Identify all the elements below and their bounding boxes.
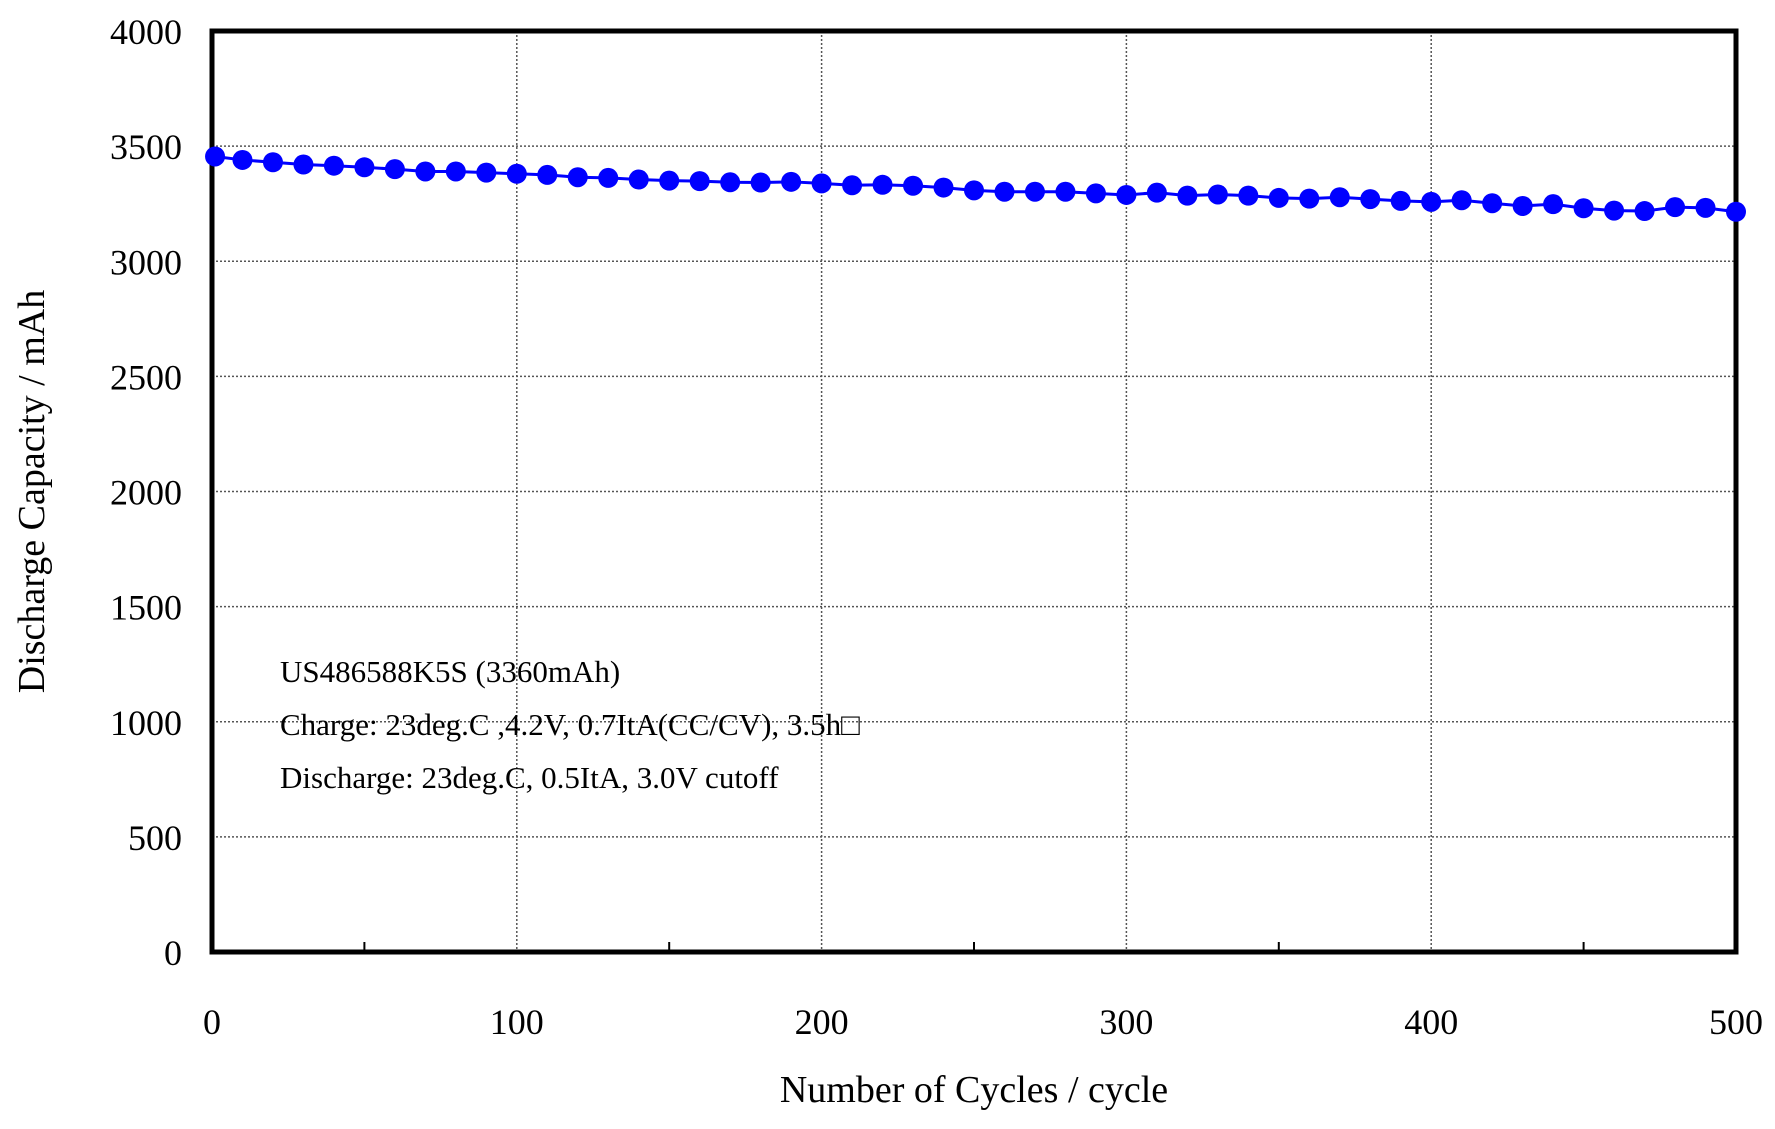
- data-point: [506, 163, 527, 184]
- data-point: [415, 161, 436, 182]
- data-point: [1268, 187, 1289, 208]
- data-point: [628, 169, 649, 190]
- data-point: [1604, 200, 1625, 221]
- y-tick-label: 0: [164, 933, 182, 973]
- x-axis-tick-labels: 0 100 200 300 400 500: [203, 1002, 1763, 1042]
- data-point: [1085, 183, 1106, 204]
- data-point: [659, 170, 680, 191]
- data-point: [811, 173, 832, 194]
- data-point: [1695, 197, 1716, 218]
- data-point: [1116, 184, 1137, 205]
- data-point: [476, 162, 497, 183]
- data-point: [964, 180, 984, 201]
- data-point: [293, 154, 314, 175]
- gridlines: [212, 31, 1736, 952]
- data-point: [1512, 195, 1533, 216]
- data-point: [1177, 185, 1198, 206]
- data-point: [1543, 194, 1564, 215]
- data-point: [689, 171, 710, 192]
- series-layer: [205, 146, 1746, 222]
- data-point: [720, 172, 741, 193]
- data-point: [1329, 187, 1350, 208]
- y-tick-label: 3000: [110, 242, 182, 282]
- data-point: [1451, 190, 1472, 211]
- annotation-line: Discharge: 23deg.C, 0.5ItA, 3.0V cutoff: [280, 760, 779, 795]
- data-point: [1024, 181, 1045, 202]
- y-tick-label: 1000: [110, 703, 182, 743]
- data-point: [1055, 181, 1076, 202]
- y-tick-label: 3500: [110, 127, 182, 167]
- data-point: [205, 146, 226, 167]
- data-point: [872, 174, 893, 195]
- data-point: [537, 164, 558, 185]
- data-point: [354, 157, 375, 178]
- y-axis-title: Discharge Capacity / mAh: [11, 290, 53, 693]
- y-tick-label: 2500: [110, 357, 182, 397]
- data-point: [232, 149, 253, 170]
- data-point: [1726, 201, 1746, 222]
- x-axis-title: Number of Cycles / cycle: [780, 1069, 1168, 1111]
- data-point: [1207, 184, 1228, 205]
- data-point: [1421, 191, 1442, 212]
- data-point: [781, 171, 802, 192]
- y-tick-label: 4000: [110, 12, 182, 52]
- data-point: [842, 175, 863, 196]
- x-tick-label: 400: [1404, 1002, 1458, 1042]
- y-tick-label: 2000: [110, 473, 182, 513]
- y-axis-tick-labels: 0 500 1000 1500 2000 2500 3000 3500 4000: [110, 12, 182, 973]
- data-point: [445, 161, 466, 182]
- data-point: [1665, 197, 1686, 218]
- data-point: [1573, 198, 1594, 219]
- data-point: [903, 175, 924, 196]
- data-point: [1390, 190, 1411, 211]
- data-point: [1634, 201, 1655, 222]
- x-tick-label: 200: [795, 1002, 849, 1042]
- annotation-line: US486588K5S (3360mAh): [280, 654, 620, 689]
- data-point: [1238, 185, 1259, 206]
- data-point: [323, 155, 344, 176]
- data-point: [1482, 193, 1503, 214]
- data-point: [1146, 182, 1167, 203]
- annotation-line: Charge: 23deg.C ,4.2V, 0.7ItA(CC/CV), 3.…: [280, 707, 860, 742]
- annotation-box: US486588K5S (3360mAh) Charge: 23deg.C ,4.…: [280, 654, 860, 795]
- data-point: [1299, 188, 1320, 209]
- data-point: [262, 152, 283, 173]
- data-point: [598, 167, 619, 188]
- y-tick-label: 1500: [110, 588, 182, 628]
- data-point: [1360, 189, 1381, 210]
- data-point: [567, 167, 588, 188]
- x-tick-label: 0: [203, 1002, 221, 1042]
- y-tick-label: 500: [128, 818, 182, 858]
- x-tick-label: 500: [1709, 1002, 1763, 1042]
- data-point: [994, 181, 1015, 202]
- data-point: [384, 159, 405, 180]
- data-point: [933, 177, 954, 198]
- x-tick-label: 300: [1099, 1002, 1153, 1042]
- x-tick-label: 100: [490, 1002, 544, 1042]
- plot-frame: [209, 28, 1739, 955]
- data-point: [750, 172, 771, 193]
